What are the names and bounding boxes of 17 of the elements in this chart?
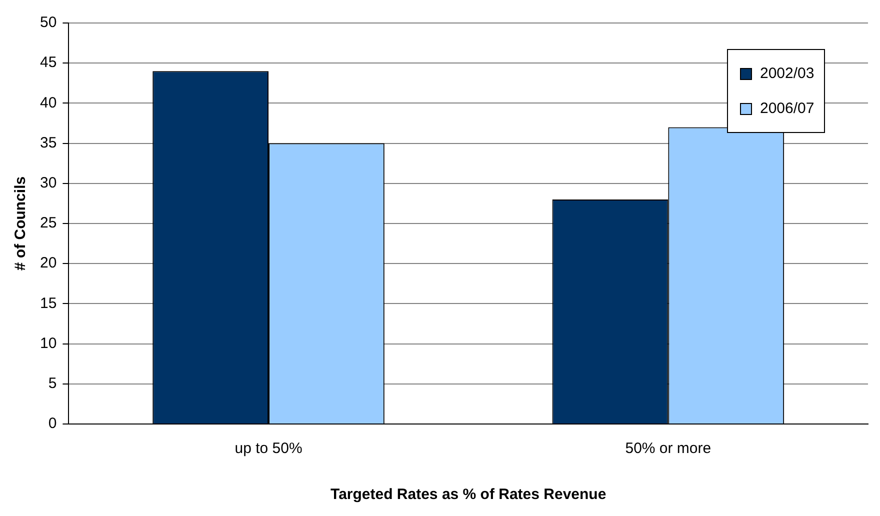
y-tick-label: 25 <box>40 214 57 232</box>
x-tick-label: up to 50% <box>234 440 302 458</box>
y-tick-label: 45 <box>40 54 57 72</box>
x-axis-title: Targeted Rates as % of Rates Revenue <box>330 486 606 504</box>
x-tick-label: 50% or more <box>625 440 712 458</box>
y-tick-label: 50 <box>40 14 57 32</box>
y-axis-title: # of Councils <box>12 176 30 271</box>
legend-label: 2006/07 <box>760 100 814 117</box>
legend-label: 2002/03 <box>760 65 814 82</box>
y-tick-label: 0 <box>48 415 57 432</box>
y-tick-label: 35 <box>40 134 57 152</box>
y-tick-label: 5 <box>48 375 57 392</box>
y-tick-label: 30 <box>40 174 57 192</box>
y-tick-label: 15 <box>40 294 57 312</box>
y-tick-label: 10 <box>40 334 57 352</box>
y-tick-label: 20 <box>40 254 57 272</box>
y-tick-label: 40 <box>40 94 57 112</box>
